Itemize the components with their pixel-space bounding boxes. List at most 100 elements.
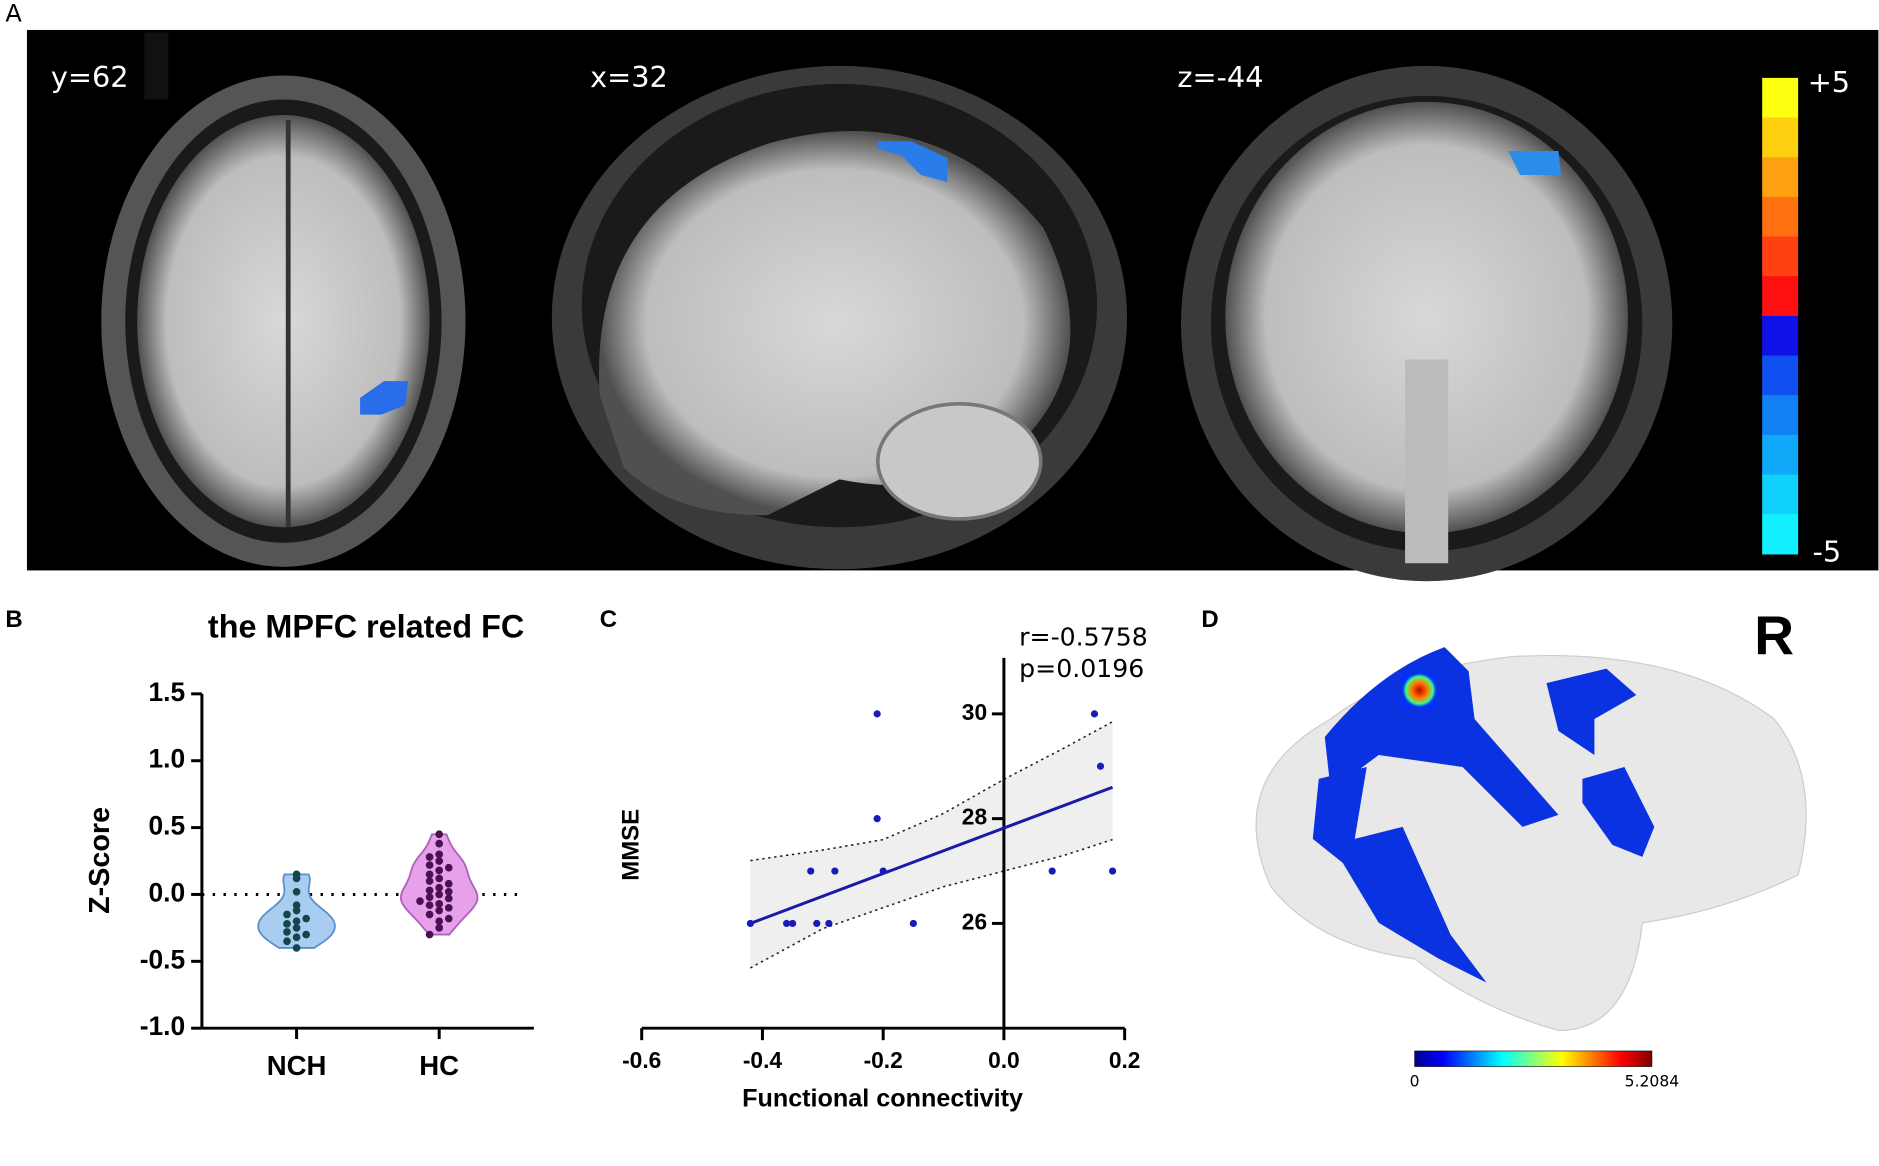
- colorbar-segment: [1762, 395, 1799, 436]
- panel-label: D: [1201, 606, 1218, 633]
- data-point: [292, 906, 301, 915]
- colorbar-label: +5: [1808, 65, 1850, 99]
- data-point: [435, 857, 444, 865]
- data-point: [435, 839, 444, 848]
- data-point: [444, 914, 453, 923]
- data-point: [292, 887, 301, 896]
- data-point: [435, 924, 444, 932]
- data-point: [879, 867, 887, 875]
- data-point: [292, 924, 301, 932]
- y-tick-label: -1.0: [140, 1011, 185, 1041]
- x-tick-label: -0.6: [622, 1047, 661, 1073]
- slice-images: [26, 29, 1879, 582]
- x-axis-label: Functional connectivity: [742, 1085, 1023, 1113]
- y-axis-label: MMSE: [617, 809, 644, 881]
- data-point: [435, 850, 444, 859]
- colorbar-segment: [1762, 315, 1799, 357]
- data-point: [292, 874, 301, 883]
- colorbar-segment: [1762, 196, 1799, 238]
- data-point: [1108, 867, 1117, 875]
- colorbar-label: -5: [1813, 535, 1842, 569]
- data-point: [873, 710, 881, 718]
- data-point: [782, 919, 791, 928]
- data-point: [292, 917, 301, 926]
- hemisphere-label: R: [1754, 604, 1794, 666]
- colorbar-a: [1762, 77, 1799, 555]
- data-point: [302, 914, 311, 923]
- data-point: [825, 919, 833, 928]
- colorbar-segment: [1762, 434, 1799, 476]
- data-point: [425, 901, 434, 909]
- data-point: [425, 870, 434, 879]
- data-point: [302, 930, 311, 939]
- data-point: [831, 867, 839, 875]
- data-point: [444, 903, 453, 912]
- x-tick-label: -0.2: [864, 1047, 903, 1073]
- data-point: [789, 919, 797, 928]
- annotation: r=-0.5758: [1019, 623, 1148, 652]
- chart-title: the MPFC related FC: [208, 609, 524, 645]
- data-point: [444, 879, 453, 888]
- data-point: [292, 944, 301, 952]
- x-tick-label: 0.2: [1109, 1047, 1141, 1073]
- colorbar-segment: [1762, 77, 1799, 119]
- x-tick-label: -0.4: [743, 1047, 783, 1073]
- data-point: [444, 863, 453, 872]
- data-point: [444, 887, 453, 896]
- surface-render: [1255, 647, 1807, 1067]
- confidence-band: [750, 721, 1113, 968]
- x-tick-label: 0.0: [988, 1047, 1020, 1073]
- data-point: [1096, 762, 1105, 770]
- slice-label: y=62: [51, 60, 129, 94]
- colorbar-segment: [1762, 276, 1799, 317]
- ci-lower: [749, 838, 1113, 969]
- annotation: p=0.0196: [1019, 654, 1144, 683]
- data-point: [435, 917, 444, 926]
- slice-label: x=32: [590, 60, 668, 94]
- data-point: [435, 906, 444, 915]
- colorbar-label: 5.2084: [1625, 1073, 1680, 1091]
- y-tick-label: 28: [962, 804, 987, 830]
- data-point: [873, 815, 881, 823]
- data-point: [435, 830, 444, 839]
- colorbar-segment: [1762, 117, 1799, 158]
- regression-line: [749, 785, 1114, 925]
- data-point: [435, 874, 444, 883]
- data-point: [283, 920, 291, 928]
- panel-label: B: [5, 606, 22, 633]
- colorbar-segment: [1762, 514, 1799, 555]
- y-tick-label: -0.5: [140, 944, 185, 974]
- data-point: [435, 866, 444, 875]
- data-point: [425, 930, 434, 939]
- colorbar-segment: [1762, 236, 1799, 277]
- data-point: [435, 899, 444, 908]
- data-point: [1048, 867, 1056, 875]
- data-point: [425, 877, 434, 885]
- data-point: [292, 933, 301, 942]
- data-point: [435, 890, 444, 899]
- data-point: [909, 919, 917, 928]
- colorbar-label: 0: [1410, 1073, 1420, 1091]
- data-point: [425, 893, 434, 901]
- panel-label: A: [5, 0, 22, 27]
- data-point: [425, 853, 434, 861]
- data-point: [283, 928, 291, 936]
- data-point: [416, 897, 424, 905]
- data-point: [1090, 710, 1099, 718]
- data-point: [283, 937, 291, 946]
- y-tick-label: 0.5: [148, 811, 185, 841]
- data-point: [807, 867, 815, 875]
- data-point: [292, 901, 301, 909]
- data-point: [813, 919, 821, 928]
- x-tick-label: NCH: [267, 1050, 327, 1081]
- colorbar-segment: [1762, 157, 1799, 198]
- y-tick-label: 26: [962, 908, 987, 934]
- data-point: [425, 886, 434, 895]
- data-point: [283, 910, 291, 919]
- y-tick-label: 0.0: [148, 877, 185, 907]
- data-point: [425, 861, 434, 869]
- y-tick-label: 1.5: [148, 677, 185, 707]
- x-tick-label: HC: [419, 1050, 459, 1081]
- y-tick-label: 30: [962, 699, 987, 725]
- ci-upper: [750, 721, 1113, 862]
